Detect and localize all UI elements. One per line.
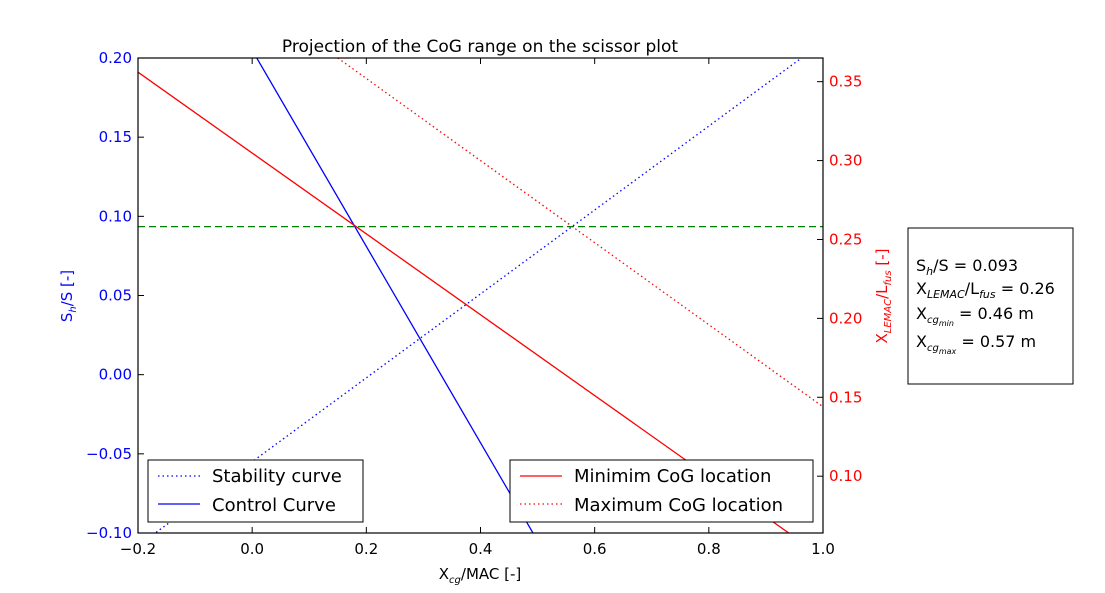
legend-control-label: Control Curve <box>212 495 336 516</box>
info-xcg-max: Xcgmax = 0.57 m <box>916 332 1036 356</box>
legend-min-cog-label: Minimim CoG location <box>574 466 771 487</box>
x-tick-label: 1.0 <box>811 540 835 558</box>
x-tick-label: 0.4 <box>469 540 493 558</box>
series-layer <box>138 58 823 533</box>
legend-right: Minimim CoG location Maximum CoG locatio… <box>509 459 814 523</box>
y-left-tick-label: −0.10 <box>86 524 132 542</box>
y-left-tick-label: 0.05 <box>99 287 132 305</box>
series-line-1 <box>256 58 534 533</box>
y-axis-left-label: Sh/S [-] <box>58 270 79 322</box>
info-sh-s: Sh/S = 0.093 <box>916 256 1018 278</box>
y-right-tick-label: 0.20 <box>829 309 862 327</box>
series-line-2 <box>138 71 790 533</box>
x-tick-label: −0.2 <box>120 540 156 558</box>
x-tick-label: 0.0 <box>240 540 264 558</box>
y-left-tick-label: 0.20 <box>99 49 132 67</box>
x-tick-label: 0.2 <box>354 540 378 558</box>
legend-left-box <box>147 459 364 523</box>
legend-stability-label: Stability curve <box>212 466 342 487</box>
y-right-tick-label: 0.10 <box>829 467 862 485</box>
legend-max-cog-label: Maximum CoG location <box>574 495 783 516</box>
plot-frame <box>137 57 824 534</box>
y-left-tick-label: 0.15 <box>99 128 132 146</box>
x-tick-label: 0.8 <box>697 540 721 558</box>
y-right-tick-label: 0.25 <box>829 230 862 248</box>
info-box-frame <box>907 227 1074 385</box>
y-left-tick-label: −0.05 <box>86 445 132 463</box>
y-axis-right-label: XLEMAC/Lfus [-] <box>873 248 894 343</box>
chart-title: Projection of the CoG range on the sciss… <box>282 37 678 57</box>
info-box: Sh/S = 0.093 XLEMAC/Lfus = 0.26 Xcgmin =… <box>907 227 1074 385</box>
legend-right-box <box>509 459 814 523</box>
legend-left: Stability curve Control Curve <box>147 459 364 523</box>
ticks-layer: −0.2 0.0 0.2 0.4 0.6 0.8 1.0 −0.10 −0.05 0.00 0.05… <box>86 49 862 558</box>
y-right-tick-label: 0.35 <box>829 73 862 91</box>
y-right-tick-label: 0.30 <box>829 152 862 170</box>
series-line-3 <box>337 58 823 408</box>
y-left-tick-label: 0.10 <box>99 207 132 225</box>
y-right-tick-label: 0.15 <box>829 388 862 406</box>
y-left-tick-label: 0.00 <box>99 366 132 384</box>
x-tick-label: 0.6 <box>583 540 607 558</box>
x-axis-label: Xcg/MAC [-] <box>439 565 522 586</box>
